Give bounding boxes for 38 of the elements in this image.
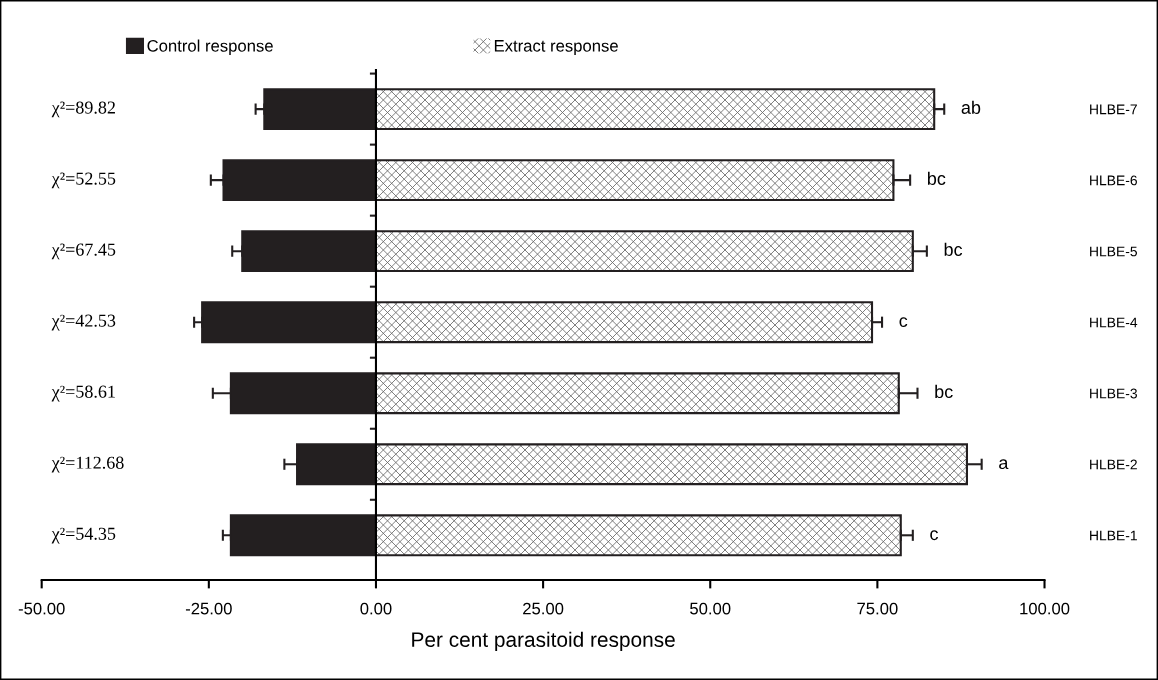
x-tick-label: 25.00 [523, 602, 564, 615]
annotation: c [930, 530, 939, 541]
bar [201, 301, 377, 344]
y-tick-label: HLBE-1 [1090, 530, 1137, 541]
annotation: χ²=67.45 [51, 243, 116, 260]
x-tick-label: 100.00 [1020, 602, 1070, 615]
annotation: ab [961, 100, 981, 114]
x-tick-label: 75.00 [857, 602, 898, 615]
legend-label: Extract response [494, 40, 618, 56]
annotation: χ²=52.55 [51, 172, 116, 189]
bar [296, 443, 377, 486]
annotation: a [999, 459, 1009, 470]
x-axis-title: Per cent parasitoid response [412, 631, 675, 652]
annotation: bc [944, 242, 963, 257]
bar [222, 159, 377, 202]
bar [229, 514, 377, 557]
x-tick-label: 50.00 [690, 602, 731, 615]
annotation: χ²=42.53 [51, 314, 116, 331]
legend-label: Control response [147, 39, 273, 56]
annotation: χ²=54.35 [51, 527, 116, 544]
x-tick-label: -50.00 [18, 602, 65, 615]
x-tick-label: 0.00 [360, 602, 392, 615]
bar [263, 88, 377, 131]
bar [241, 230, 377, 273]
x-tick-label: -25.00 [185, 602, 232, 615]
annotation: bc [935, 384, 953, 399]
y-tick-label: HLBE-2 [1090, 459, 1137, 470]
annotation: c [899, 317, 908, 328]
y-tick-label: HLBE-5 [1090, 246, 1138, 257]
annotation: χ²=112.68 [51, 456, 124, 473]
y-tick-label: HLBE-4 [1090, 317, 1138, 328]
y-tick-label: HLBE-3 [1090, 388, 1137, 399]
bar [229, 372, 377, 415]
annotation: χ²=89.82 [51, 101, 115, 118]
annotation: bc [927, 171, 946, 185]
y-tick-label: HLBE-6 [1090, 175, 1137, 186]
annotation: χ²=58.61 [51, 385, 115, 402]
y-tick-label: HLBE-7 [1090, 104, 1137, 115]
